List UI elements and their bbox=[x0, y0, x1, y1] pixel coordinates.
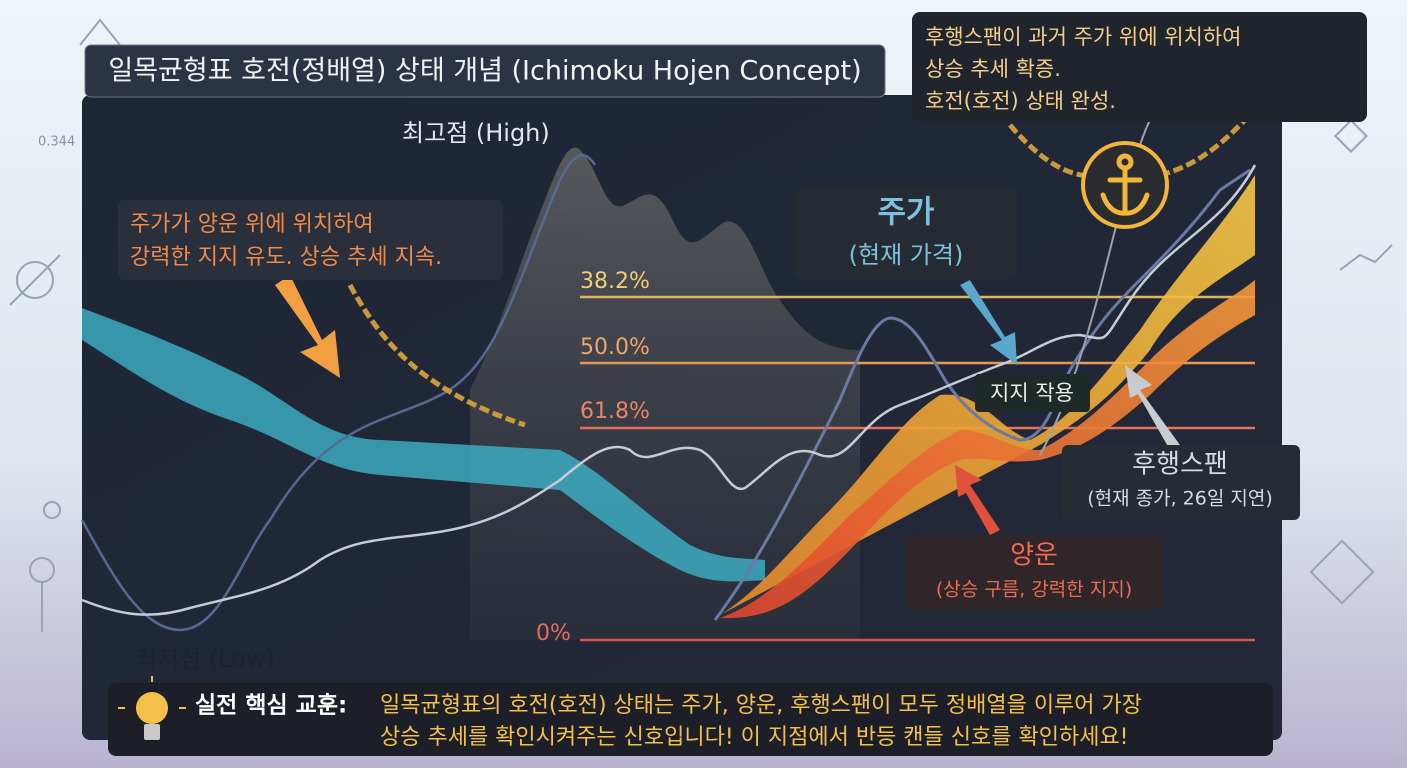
high-area bbox=[470, 147, 860, 640]
lesson-text: 상승 추세를 확인시켜주는 신호입니다! 이 지점에서 반등 캔들 신호를 확인… bbox=[380, 725, 1129, 750]
callout-text: 호전(호전) 상태 완성. bbox=[925, 89, 1116, 113]
callout-text: 후행스팬이 과거 주가 위에 위치하여 bbox=[925, 25, 1242, 49]
chain bbox=[347, 283, 526, 428]
cyan-cloud bbox=[82, 308, 765, 582]
fib-label: 50.0% bbox=[580, 335, 650, 360]
cloud-title: 양운 bbox=[1010, 541, 1058, 571]
support-label: 지지 작용 bbox=[990, 381, 1074, 405]
fib-label: 61.8% bbox=[580, 399, 650, 424]
callout-text: 주가가 양운 위에 위치하여 bbox=[130, 212, 374, 237]
callout-box bbox=[905, 535, 1163, 610]
title-box bbox=[84, 44, 886, 98]
price-subtitle: (현재 가격) bbox=[849, 241, 964, 269]
fib-label: 0% bbox=[536, 621, 571, 646]
fib-label: 38.2% bbox=[580, 269, 650, 294]
price-title: 주가 bbox=[877, 195, 935, 231]
low-label: 최저점 (Low) bbox=[135, 645, 275, 673]
callout-text: 상승 추세 확증. bbox=[925, 57, 1061, 81]
lagging-span bbox=[81, 164, 1257, 616]
decor bbox=[9, 18, 1393, 632]
callout-box bbox=[795, 187, 1017, 279]
anchor-icon bbox=[1081, 141, 1169, 229]
callout-box bbox=[912, 12, 1367, 122]
side-number: 0.344 bbox=[38, 135, 75, 150]
callout-box bbox=[1062, 445, 1300, 520]
callout-text: 강력한 지지 유도. 상승 추세 지속. bbox=[130, 245, 442, 270]
arrow bbox=[955, 465, 1000, 535]
arrow bbox=[275, 275, 340, 378]
lesson-text: 일목균형표의 호전(호전) 상태는 주가, 양운, 후행스팬이 모두 정배열을 … bbox=[380, 693, 1142, 718]
callout-box bbox=[118, 200, 503, 280]
arrow bbox=[1125, 365, 1180, 450]
title: 일목균형표 호전(정배열) 상태 개념 (Ichimoku Hojen Conc… bbox=[108, 56, 861, 87]
lagging-title: 후행스팬 bbox=[1132, 450, 1228, 480]
arrow bbox=[960, 280, 1017, 365]
orange-cloud bbox=[720, 280, 1255, 619]
lagging-subtitle: (현재 종가, 26일 지연) bbox=[1087, 488, 1273, 510]
high-label: 최고점 (High) bbox=[402, 119, 550, 147]
bulb-icon bbox=[118, 676, 186, 740]
lesson-box bbox=[108, 683, 1273, 756]
price-line bbox=[713, 168, 1251, 621]
chain bbox=[1008, 118, 1247, 179]
lesson-label: 실전 핵심 교훈: bbox=[195, 693, 347, 719]
support-box bbox=[975, 374, 1090, 412]
yellow-cloud bbox=[720, 175, 1255, 615]
price-line-past bbox=[80, 153, 597, 632]
cloud-subtitle: (상승 구름, 강력한 지지) bbox=[936, 579, 1132, 601]
